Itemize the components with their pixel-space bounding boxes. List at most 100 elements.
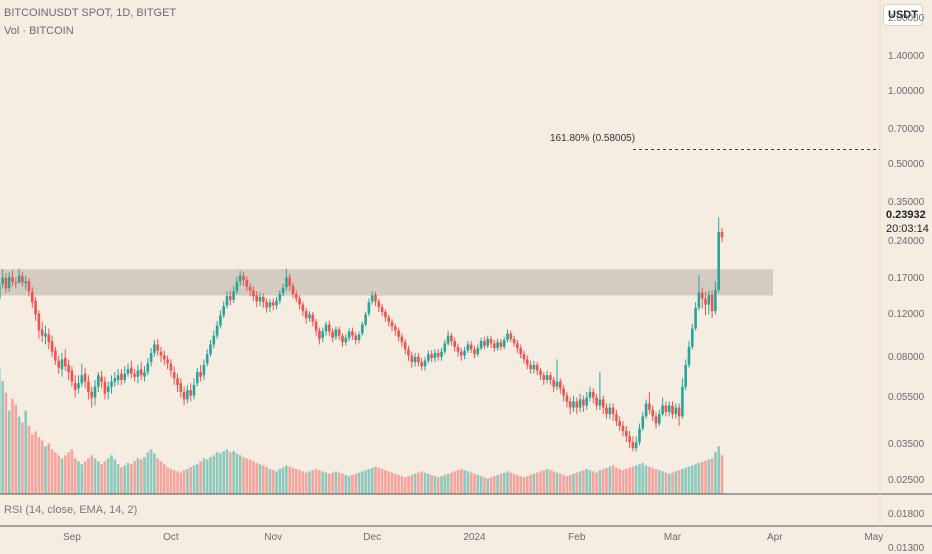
volume-bar (73, 458, 77, 494)
candle-body (219, 315, 222, 326)
candle-body (453, 341, 456, 347)
candle-body (460, 351, 463, 356)
volume-bar (146, 452, 150, 494)
volume-bar (169, 469, 173, 494)
candle-body (486, 338, 489, 346)
volume-bar (634, 465, 638, 494)
candle-body (341, 335, 344, 343)
volume-bar (473, 473, 476, 494)
volume-bar (601, 469, 605, 494)
price-axis-tick: 0.24000 (888, 236, 925, 248)
price-axis-tick: 0.02500 (888, 474, 925, 486)
volume-bar (24, 410, 27, 494)
candle-body (625, 431, 628, 437)
volume-bar (674, 471, 678, 494)
volume-bar (311, 470, 315, 494)
candle-body (281, 287, 285, 294)
candle-body (628, 436, 631, 443)
time-axis-tick: Nov (264, 532, 283, 543)
volume-bar (486, 478, 489, 494)
candle-body (545, 375, 549, 380)
volume-bar (120, 467, 123, 494)
volume-bar (377, 467, 381, 494)
volume-bar (443, 474, 447, 494)
candle-body (605, 407, 608, 415)
candle-body (136, 370, 140, 377)
candle-body (130, 367, 133, 374)
volume-bar (87, 458, 90, 494)
volume-bar (568, 474, 572, 494)
volume-bar (552, 471, 555, 494)
volume-bar (535, 472, 539, 494)
candle-body (87, 381, 90, 392)
volume-bar (50, 449, 54, 494)
candle-body (166, 359, 169, 364)
candle-body (189, 390, 192, 396)
symbol-title[interactable]: BITCOINUSDT SPOT, 1D, BITGET (4, 7, 177, 19)
candle-body (169, 363, 173, 371)
candle-body (618, 421, 621, 426)
candle-body (275, 300, 278, 306)
volume-bar (585, 469, 588, 494)
volume-bar (271, 470, 275, 494)
candle-body (113, 378, 117, 382)
candle-body (608, 407, 612, 415)
volume-bar (658, 470, 661, 494)
candle-body (370, 295, 374, 302)
candle-body (661, 405, 664, 415)
volume-bar (423, 472, 427, 494)
candle-body (212, 335, 216, 345)
volume-bar (31, 434, 34, 494)
volume-bar (268, 469, 272, 494)
candle-body (126, 369, 130, 374)
currency-unit-button[interactable]: USDT (883, 4, 923, 26)
volume-bar (572, 473, 575, 494)
volume-bar (370, 467, 374, 494)
candle-body (64, 358, 67, 367)
candle-body (506, 333, 509, 340)
volume-bar (394, 473, 397, 494)
volume-bar (182, 470, 186, 494)
candle-body (384, 311, 387, 318)
candle-body (242, 275, 245, 280)
volume-bar (380, 469, 384, 494)
volume-bar (67, 452, 70, 494)
volume-bar (413, 473, 417, 494)
candle-body (328, 324, 331, 332)
volume-bar (229, 452, 232, 494)
volume-bar (519, 476, 522, 494)
candle-body (278, 294, 282, 301)
candle-body (700, 292, 704, 299)
candle-body (364, 314, 367, 325)
time-axis-tick: May (864, 532, 884, 543)
volume-bar (526, 476, 529, 494)
volume-bar (499, 473, 503, 494)
candle-body (361, 324, 364, 334)
volume-bar (80, 464, 84, 494)
volume-bar (400, 476, 404, 494)
price-axis-tick: 1.00000 (888, 86, 925, 98)
volume-bar (516, 474, 519, 494)
rsi-indicator-legend[interactable]: RSI (14, close, EMA, 14, 2) (4, 504, 138, 516)
volume-bar (357, 472, 361, 494)
candle-body (512, 338, 516, 344)
candle-body (575, 401, 579, 408)
volume-bar (209, 457, 212, 494)
candle-body (354, 335, 357, 340)
volume-bar (648, 466, 651, 494)
candle-body (133, 373, 136, 377)
price-axis-tick: 0.05500 (888, 391, 925, 403)
candle-body (410, 355, 414, 363)
volume-legend[interactable]: Vol · BITCOIN (4, 25, 74, 37)
volume-bar (139, 459, 143, 494)
volume-bar (341, 473, 344, 494)
time-axis-tick: Sep (62, 532, 81, 543)
volume-bar (638, 464, 641, 494)
volume-bar (334, 471, 338, 494)
candle-body (248, 287, 252, 291)
candle-body (390, 321, 394, 327)
candle-body (572, 401, 575, 408)
candle-body (232, 291, 235, 300)
candle-body (674, 407, 678, 415)
